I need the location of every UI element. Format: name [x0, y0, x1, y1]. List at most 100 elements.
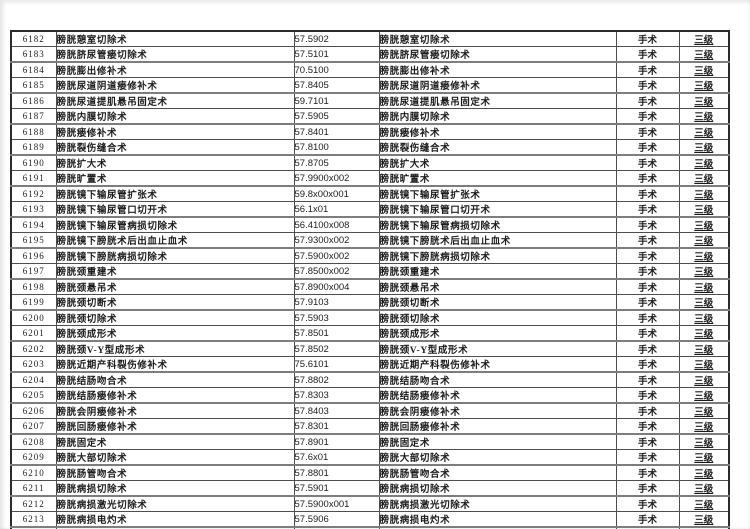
level-cell: 三级	[678, 495, 730, 512]
level-cell: 三级	[678, 46, 730, 63]
category-cell: 手术	[615, 480, 680, 497]
procedure-name: 膀胱镜下膀胱术后出血止血术	[55, 232, 295, 249]
procedure-name: 膀胱旷置术	[55, 170, 295, 187]
procedure-name: 膀胱瘘修补术	[55, 123, 295, 140]
level-cell: 三级	[678, 325, 730, 342]
row-number: 6212	[10, 495, 57, 512]
row-number: 6206	[10, 402, 57, 419]
procedure-name-repeat: 膀胱镜下输尿管病损切除术	[378, 216, 617, 233]
category-cell: 手术	[615, 340, 680, 357]
table-row: 6191 膀胱旷置术 57.9900x002 膀胱旷置术 手术 三级	[10, 170, 730, 187]
row-number: 6204	[10, 371, 57, 388]
table-row: 6206 膀胱会阴瘘修补术 57.8403 膀胱会阴瘘修补术 手术 三级	[10, 402, 730, 419]
table-row: 6202 膀胱颈V-Y型成形术 57.8502 膀胱颈V-Y型成形术 手术 三级	[10, 340, 730, 357]
procedure-name-repeat: 膀胱扩大术	[378, 154, 617, 171]
procedure-code: 57.8301	[293, 418, 380, 435]
row-number: 6209	[10, 449, 57, 466]
level-cell: 三级	[678, 418, 730, 435]
table-row: 6197 膀胱颈重建术 57.8500x002 膀胱颈重建术 手术 三级	[10, 263, 730, 280]
table-row: 6192 膀胱镜下输尿管扩张术 59.8x00x001 膀胱镜下输尿管扩张术 手…	[10, 185, 730, 202]
category-cell: 手术	[615, 495, 680, 512]
table-row: 6184 膀胱膨出修补术 70.5100 膀胱膨出修补术 手术 三级	[10, 61, 730, 78]
category-cell: 手术	[615, 201, 680, 218]
procedure-name-repeat: 膀胱颈V-Y型成形术	[378, 340, 617, 357]
procedure-code: 57.5900x002	[293, 247, 380, 264]
row-number: 6182	[10, 30, 57, 47]
procedure-code: 57.8501	[293, 325, 380, 342]
level-cell: 三级	[678, 247, 730, 264]
category-cell: 手术	[615, 263, 680, 280]
row-number: 6202	[10, 340, 57, 357]
procedure-code: 57.5905	[293, 108, 380, 125]
procedure-name: 膀胱颈悬吊术	[55, 278, 295, 295]
procedure-name-repeat: 膀胱大部切除术	[378, 449, 617, 466]
table-row: 6187 膀胱内膜切除术 57.5905 膀胱内膜切除术 手术 三级	[10, 108, 730, 125]
procedure-name-repeat: 膀胱病损电灼术	[378, 511, 617, 528]
row-number: 6188	[10, 123, 57, 140]
procedure-table-body: 6182 膀胱憩室切除术 57.5902 膀胱憩室切除术 手术 三级 6183 …	[10, 30, 730, 529]
procedure-name-repeat: 膀胱镜下膀胱术后出血止血术	[378, 232, 617, 249]
table-row: 6194 膀胱镜下输尿管病损切除术 56.4100x008 膀胱镜下输尿管病损切…	[10, 216, 730, 233]
procedure-name-repeat: 膀胱内膜切除术	[378, 108, 617, 125]
procedure-code: 57.8403	[293, 402, 380, 419]
table-row: 6213 膀胱病损电灼术 57.5906 膀胱病损电灼术 手术 三级	[10, 511, 730, 528]
level-cell: 三级	[678, 123, 730, 140]
procedure-code: 57.5101	[293, 46, 380, 63]
procedure-name: 膀胱裂伤缝合术	[55, 139, 295, 156]
table-row: 6195 膀胱镜下膀胱术后出血止血术 57.9300x002 膀胱镜下膀胱术后出…	[10, 232, 730, 249]
table-row: 6186 膀胱尿道提肌悬吊固定术 59.7101 膀胱尿道提肌悬吊固定术 手术 …	[10, 92, 730, 109]
procedure-name-repeat: 膀胱镜下膀胱病损切除术	[378, 247, 617, 264]
procedure-code: 57.9900x002	[293, 170, 380, 187]
procedure-name: 膀胱会阴瘘修补术	[55, 402, 295, 419]
procedure-name-repeat: 膀胱回肠瘘修补术	[378, 418, 617, 435]
procedure-name-repeat: 膀胱膨出修补术	[378, 61, 617, 78]
row-number: 6196	[10, 247, 57, 264]
procedure-code: 56.4100x008	[293, 216, 380, 233]
table-row: 6190 膀胱扩大术 57.8705 膀胱扩大术 手术 三级	[10, 154, 730, 171]
procedure-name-repeat: 膀胱尿道阴道瘘修补术	[378, 77, 617, 94]
row-number: 6207	[10, 418, 57, 435]
table-row: 6212 膀胱病损激光切除术 57.5900x001 膀胱病损激光切除术 手术 …	[10, 495, 730, 512]
table-row: 6204 膀胱结肠吻合术 57.8802 膀胱结肠吻合术 手术 三级	[10, 371, 730, 388]
category-cell: 手术	[615, 61, 680, 78]
level-cell: 三级	[678, 263, 730, 280]
category-cell: 手术	[615, 139, 680, 156]
procedure-name: 膀胱镜下输尿管病损切除术	[55, 216, 295, 233]
procedure-code: 57.5906	[293, 511, 380, 528]
procedure-code: 57.8901	[293, 433, 380, 450]
category-cell: 手术	[615, 449, 680, 466]
row-number: 6187	[10, 108, 57, 125]
row-number: 6201	[10, 325, 57, 342]
procedure-name-repeat: 膀胱肠管吻合术	[378, 464, 617, 481]
table-row: 6214 膀胱病损耻骨上切除术 57.5904 膀胱病损耻骨上切除术 手术 三级	[10, 526, 730, 529]
level-cell: 三级	[678, 511, 730, 528]
row-number: 6193	[10, 201, 57, 218]
procedure-name-repeat: 膀胱憩室切除术	[378, 30, 617, 47]
level-cell: 三级	[678, 30, 730, 47]
category-cell: 手术	[615, 92, 680, 109]
procedure-code: 57.5901	[293, 480, 380, 497]
row-number: 6199	[10, 294, 57, 311]
level-cell: 三级	[678, 185, 730, 202]
row-number: 6185	[10, 77, 57, 94]
table-row: 6188 膀胱瘘修补术 57.8401 膀胱瘘修补术 手术 三级	[10, 123, 730, 140]
level-cell: 三级	[678, 201, 730, 218]
procedure-name: 膀胱脐尿管瘘切除术	[55, 46, 295, 63]
procedure-name-repeat: 膀胱结肠瘘修补术	[378, 387, 617, 404]
level-cell: 三级	[678, 216, 730, 233]
row-number: 6197	[10, 263, 57, 280]
level-cell: 三级	[678, 61, 730, 78]
procedure-name: 膀胱结肠瘘修补术	[55, 387, 295, 404]
procedure-code: 57.8405	[293, 77, 380, 94]
level-cell: 三级	[678, 402, 730, 419]
level-cell: 三级	[678, 480, 730, 497]
procedure-name: 膀胱结肠吻合术	[55, 371, 295, 388]
category-cell: 手术	[615, 232, 680, 249]
procedure-code: 57.8705	[293, 154, 380, 171]
procedure-name: 膀胱颈切断术	[55, 294, 295, 311]
procedure-code: 57.5903	[293, 309, 380, 326]
table-row: 6200 膀胱颈切除术 57.5903 膀胱颈切除术 手术 三级	[10, 309, 730, 326]
procedure-code: 57.8801	[293, 464, 380, 481]
row-number: 6186	[10, 92, 57, 109]
procedure-name: 膀胱肠管吻合术	[55, 464, 295, 481]
